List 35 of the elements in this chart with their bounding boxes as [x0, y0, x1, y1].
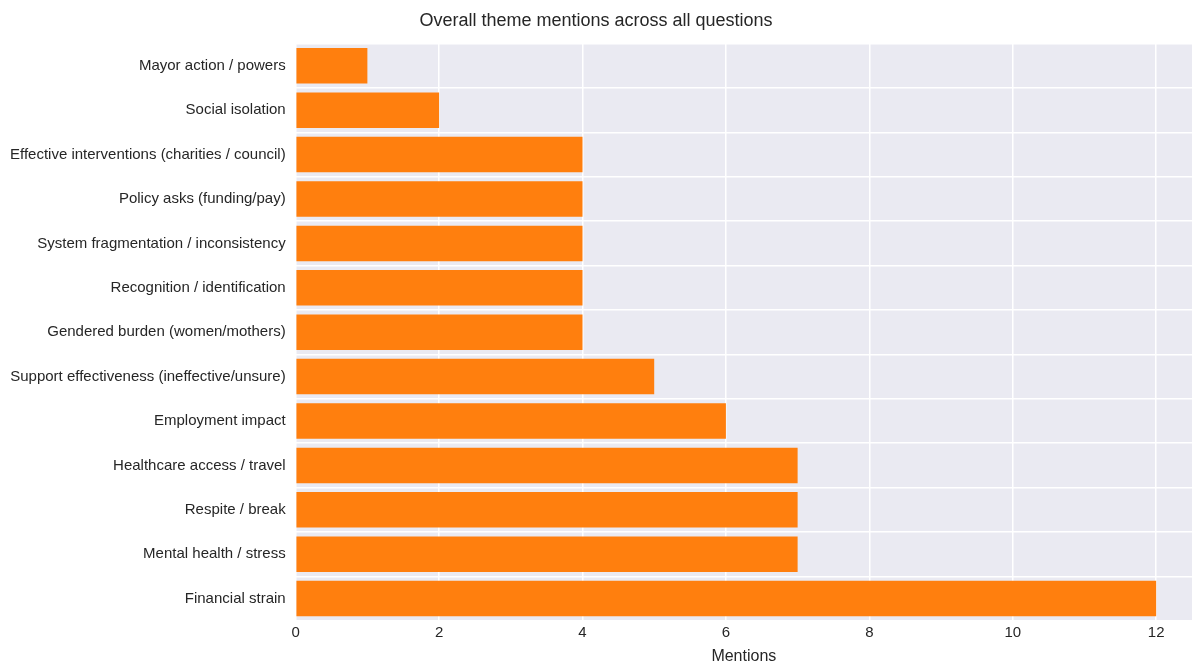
- bar: [296, 447, 798, 484]
- bar: [296, 136, 583, 173]
- bar: [296, 536, 798, 572]
- bar: [296, 181, 583, 217]
- y-tick-label: Financial strain: [184, 588, 286, 606]
- bar: [296, 314, 583, 350]
- x-tick-label: 10: [1004, 622, 1022, 640]
- y-tick-label: Mental health / stress: [143, 544, 286, 562]
- chart-title: Overall theme mentions across all questions: [419, 9, 773, 30]
- bar: [296, 358, 655, 395]
- x-tick-label: 8: [865, 622, 874, 640]
- x-tick-label: 6: [721, 622, 731, 640]
- y-tick-label: Mayor action / powers: [138, 55, 286, 73]
- bar: [296, 270, 583, 306]
- bar: [296, 225, 583, 262]
- x-tick-label: 4: [578, 622, 587, 640]
- x-tick-label: 0: [291, 622, 300, 640]
- y-tick-label: Recognition / identification: [110, 277, 286, 295]
- y-tick-label: Employment impact: [153, 411, 287, 429]
- x-axis-title: Mentions: [711, 646, 777, 664]
- bar: [296, 580, 1157, 617]
- bar: [296, 48, 368, 84]
- y-tick-label: Support effectiveness (ineffective/unsure): [10, 366, 286, 384]
- bar: [296, 92, 440, 128]
- y-tick-label: Gendered burden (women/mothers): [47, 322, 286, 340]
- y-tick-label: Healthcare access / travel: [113, 455, 286, 473]
- y-tick-label: System fragmentation / inconsistency: [37, 233, 287, 251]
- y-tick-label: Respite / break: [184, 499, 287, 517]
- y-tick-label: Social isolation: [185, 100, 286, 118]
- x-tick-label: 2: [434, 622, 444, 640]
- bar: [296, 492, 798, 528]
- x-tick-label: 12: [1147, 622, 1165, 640]
- y-tick-label: Policy asks (funding/pay): [118, 189, 286, 207]
- y-tick-label: Effective interventions (charities / council): [9, 144, 286, 162]
- bar: [296, 403, 726, 439]
